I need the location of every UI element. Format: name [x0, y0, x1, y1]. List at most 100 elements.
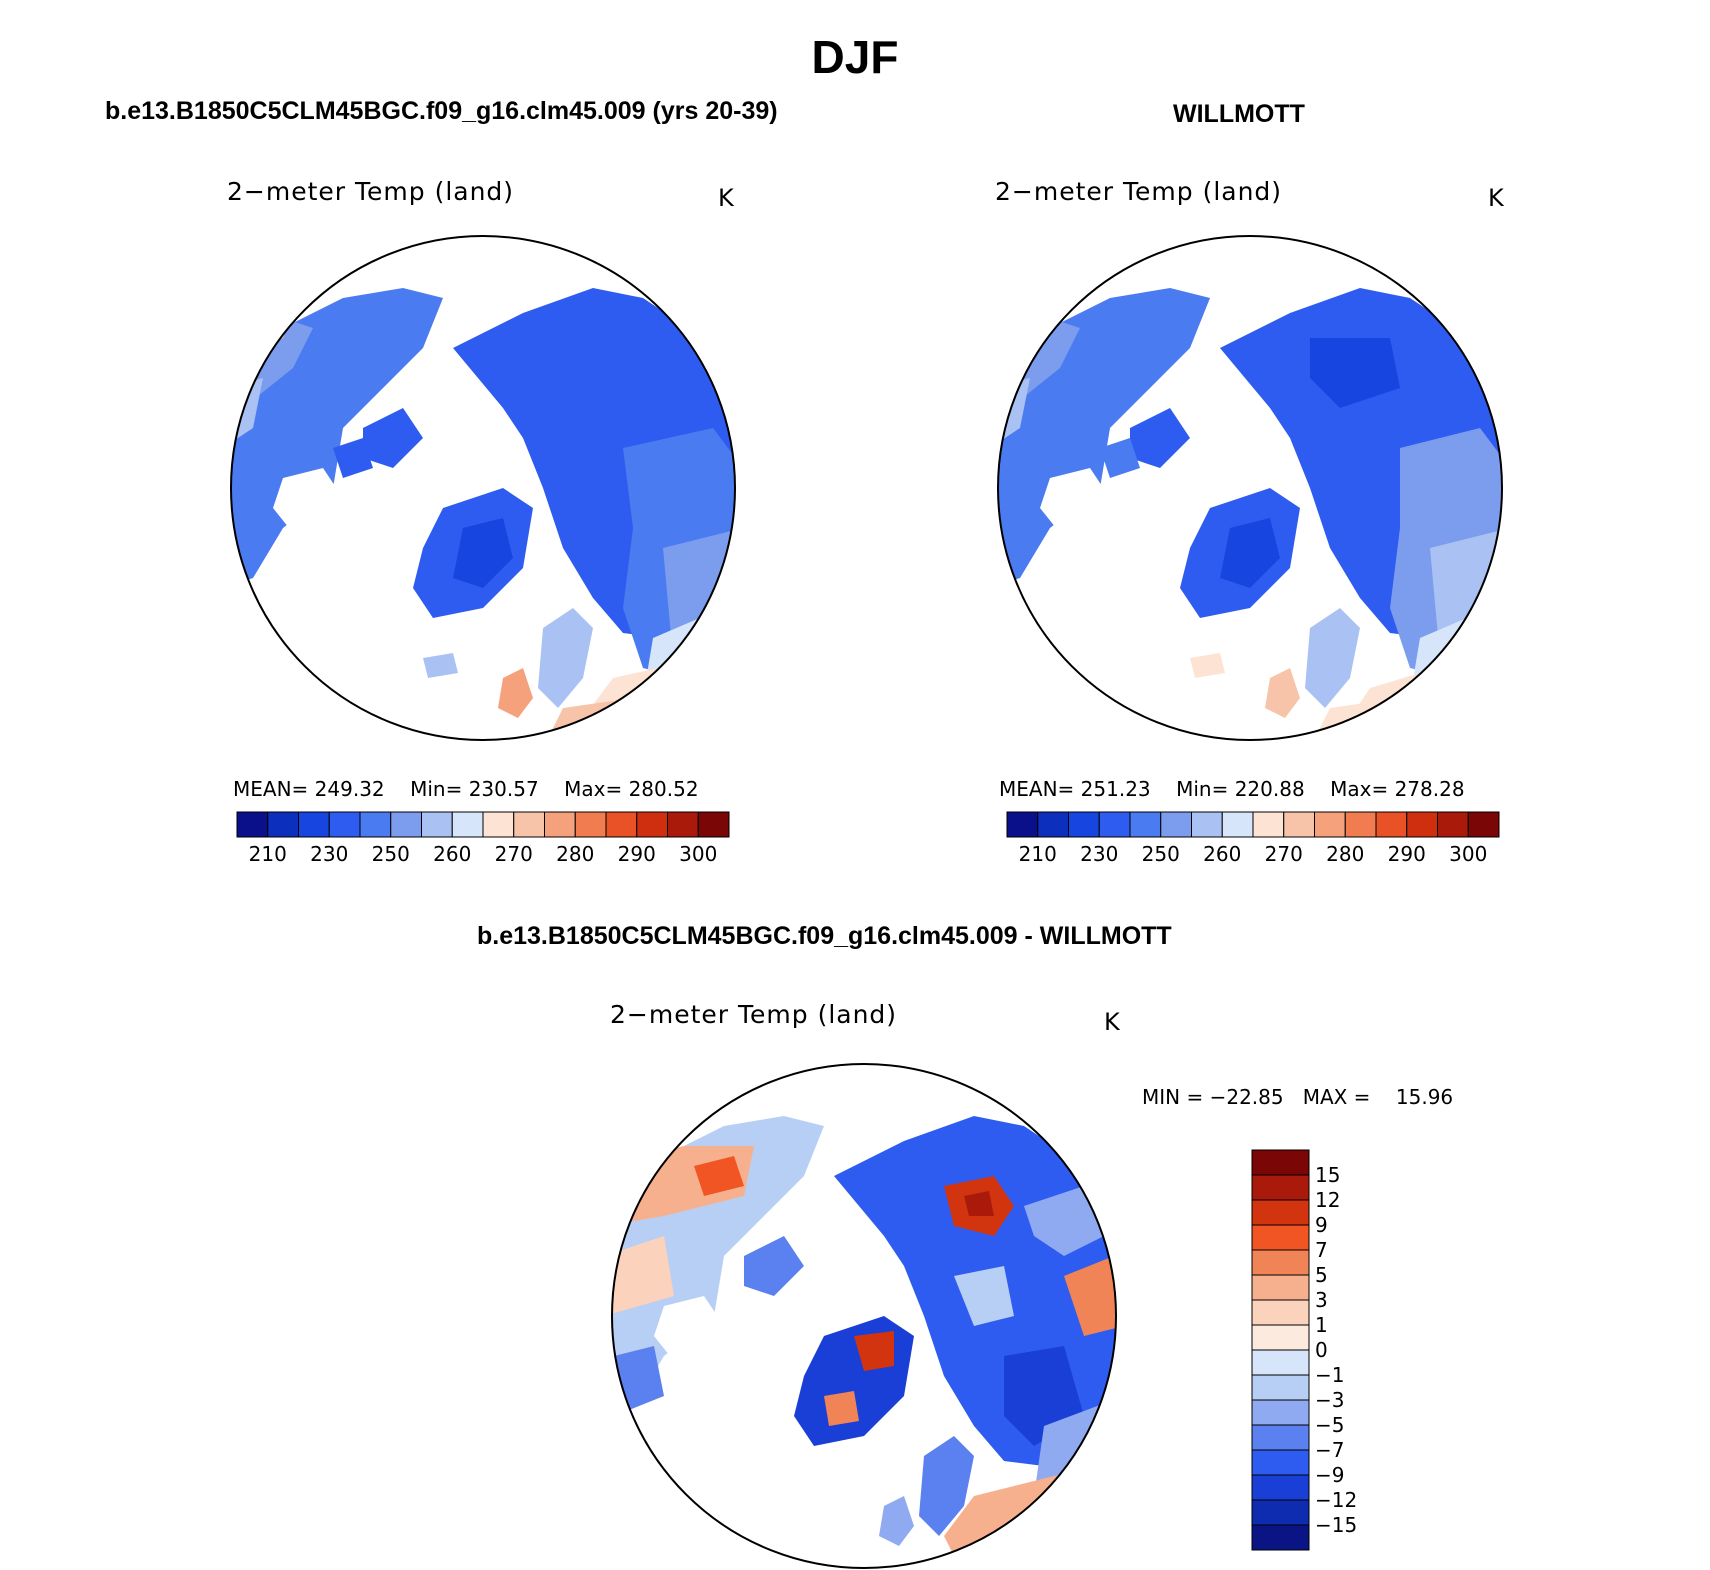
diff-min-value: −22.85	[1209, 1085, 1284, 1109]
obs-colorbar-swatch	[1160, 811, 1192, 838]
model-units: K	[718, 184, 734, 212]
diff-units: K	[1104, 1008, 1120, 1036]
diff-colorbar-label: 3	[1315, 1288, 1328, 1312]
diff-colorbar-swatch	[1251, 1199, 1310, 1226]
diff-colorbar-label: 7	[1315, 1238, 1328, 1262]
model-min-value: 230.57	[468, 777, 539, 801]
model-colorbar-swatch	[697, 811, 730, 838]
model-mean-value: 249.32	[314, 777, 385, 801]
model-stats: MEAN= 249.32 Min= 230.57 Max= 280.52	[233, 777, 699, 801]
obs-map-boundary	[997, 235, 1503, 741]
obs-colorbar-swatch	[1098, 811, 1131, 838]
obs-colorbar-swatch	[1006, 811, 1039, 838]
obs-colorbar-swatch	[1283, 811, 1315, 838]
model-colorbar-label: 270	[495, 842, 533, 866]
model-case-title: b.e13.B1850C5CLM45BGC.f09_g16.clm45.009 …	[105, 97, 778, 125]
diff-colorbar-swatch	[1251, 1499, 1310, 1526]
model-colorbar-swatch	[605, 811, 638, 838]
diff-colorbar-swatch	[1251, 1374, 1310, 1401]
diff-colorbar-label: −12	[1315, 1488, 1357, 1512]
diff-colorbar-swatch	[1251, 1349, 1310, 1376]
obs-colorbar-label: 270	[1265, 842, 1303, 866]
model-colorbar-swatch	[390, 811, 422, 838]
obs-colorbar-label: 250	[1142, 842, 1180, 866]
diff-colorbar-label: −9	[1315, 1463, 1344, 1487]
model-map-boundary	[230, 235, 736, 741]
model-colorbar-label: 230	[310, 842, 348, 866]
diff-min-label: MIN =	[1142, 1085, 1204, 1109]
diff-colorbar-label: −5	[1315, 1413, 1344, 1437]
model-colorbar-label: 300	[679, 842, 717, 866]
diff-colorbar-label: 15	[1315, 1163, 1340, 1187]
diff-colorbar-label: 0	[1315, 1338, 1328, 1362]
model-polar-map	[230, 235, 736, 741]
obs-colorbar-swatch	[1314, 811, 1346, 838]
diff-colorbar-swatch	[1251, 1299, 1310, 1326]
diff-colorbar-swatch	[1251, 1149, 1310, 1176]
model-colorbar-swatch	[667, 811, 699, 838]
model-field-title: 2−meter Temp (land)	[227, 177, 515, 206]
model-colorbar-swatch	[328, 811, 361, 838]
diff-colorbar-label: 12	[1315, 1188, 1340, 1212]
diff-colorbar-label: 9	[1315, 1213, 1328, 1237]
diff-colorbar-label: 1	[1315, 1313, 1328, 1337]
obs-polar-map	[997, 235, 1503, 741]
obs-colorbar-label: 230	[1080, 842, 1118, 866]
obs-case-title: WILLMOTT	[1173, 100, 1305, 128]
obs-colorbar-swatch	[1406, 811, 1438, 838]
obs-mean-value: 251.23	[1080, 777, 1151, 801]
model-min-label: Min=	[410, 777, 463, 801]
model-mean-label: MEAN=	[233, 777, 309, 801]
obs-colorbar-swatch	[1467, 811, 1500, 838]
obs-colorbar-label: 210	[1019, 842, 1057, 866]
diff-max-label: MAX =	[1302, 1085, 1371, 1109]
diff-polar-map	[611, 1063, 1117, 1569]
obs-colorbar-swatch	[1437, 811, 1469, 838]
model-max-value: 280.52	[628, 777, 699, 801]
diff-colorbar-swatch	[1251, 1449, 1310, 1476]
diff-colorbar-label: −3	[1315, 1388, 1344, 1412]
obs-max-label: Max=	[1330, 777, 1389, 801]
diff-colorbar-label: −1	[1315, 1363, 1344, 1387]
obs-land-fill	[998, 288, 1502, 740]
obs-mean-label: MEAN=	[999, 777, 1075, 801]
diff-colorbar-swatch	[1251, 1224, 1310, 1251]
model-colorbar-label: 260	[433, 842, 471, 866]
obs-colorbar-swatch	[1375, 811, 1408, 838]
model-colorbar: 210 230 250 260 270 280 290 300	[236, 811, 730, 866]
obs-colorbar-swatch	[1129, 811, 1162, 838]
diff-colorbar-swatch	[1251, 1324, 1310, 1351]
obs-units: K	[1488, 184, 1504, 212]
obs-field-title: 2−meter Temp (land)	[995, 177, 1283, 206]
diff-colorbar-swatch	[1251, 1249, 1310, 1276]
diff-colorbar-swatch	[1251, 1424, 1310, 1451]
obs-colorbar-label: 280	[1326, 842, 1364, 866]
obs-colorbar-swatch	[1252, 811, 1285, 838]
model-colorbar-label: 210	[249, 842, 287, 866]
obs-min-label: Min=	[1176, 777, 1229, 801]
model-colorbar-swatch	[482, 811, 515, 838]
obs-stats: MEAN= 251.23 Min= 220.88 Max= 278.28	[999, 777, 1465, 801]
diff-colorbar-swatch	[1251, 1399, 1310, 1426]
diff-field-title: 2−meter Temp (land)	[610, 1000, 898, 1029]
model-land-fill	[231, 288, 735, 740]
model-colorbar-swatch	[513, 811, 545, 838]
diff-stats: MIN = −22.85 MAX = 15.96	[1142, 1085, 1453, 1109]
obs-colorbar-swatch	[1344, 811, 1377, 838]
model-colorbar-swatch	[298, 811, 330, 838]
obs-colorbar: 210 230 250 260 270 280 290 300	[1006, 811, 1500, 866]
diff-colorbar-swatch	[1251, 1274, 1310, 1301]
diff-case-title: b.e13.B1850C5CLM45BGC.f09_g16.clm45.009 …	[477, 922, 1172, 950]
model-colorbar-swatch	[267, 811, 299, 838]
obs-colorbar-swatch	[1221, 811, 1254, 838]
page-title: DJF	[811, 31, 899, 83]
model-colorbar-swatch	[574, 811, 607, 838]
model-colorbar-swatch	[451, 811, 484, 838]
diff-colorbar-label: 5	[1315, 1263, 1328, 1287]
diff-colorbar-label: −15	[1315, 1513, 1357, 1537]
obs-colorbar-label: 300	[1449, 842, 1487, 866]
obs-min-value: 220.88	[1234, 777, 1305, 801]
model-colorbar-swatch	[636, 811, 668, 838]
model-colorbar-swatch	[544, 811, 576, 838]
